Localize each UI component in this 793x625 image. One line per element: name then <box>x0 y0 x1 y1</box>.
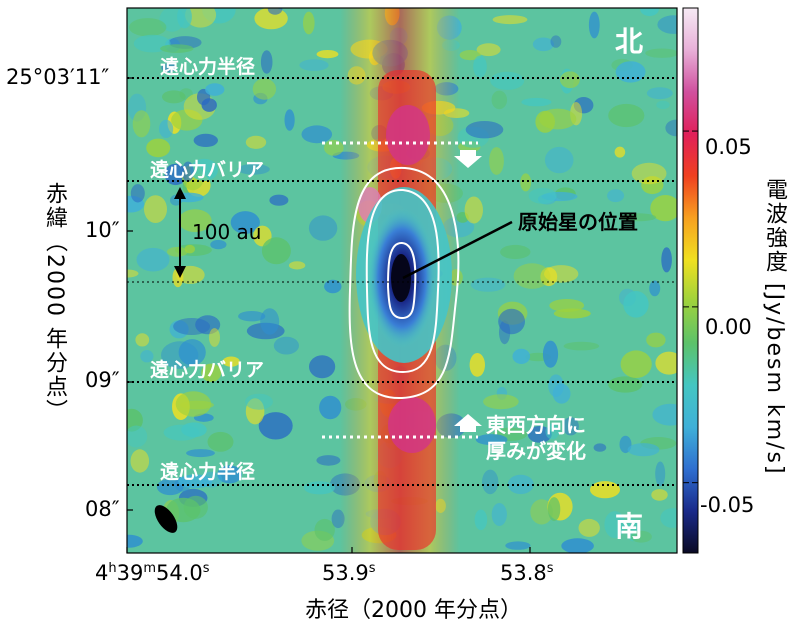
thickness-markers <box>322 141 478 439</box>
centrifugal-radius-label-top: 遠心力半径 <box>160 56 256 78</box>
centrifugal-radius-label-bottom: 遠心力半径 <box>160 461 256 483</box>
beam-ellipse <box>154 505 178 533</box>
thickness-change-line2: 厚みが変化 <box>486 439 586 463</box>
y-tick-label: 09″ <box>85 368 120 392</box>
up-arrow-icon <box>454 414 482 432</box>
y-tick-label: 25°03′11″ <box>6 65 110 89</box>
thickness-change-line1: 東西方向に <box>486 413 586 437</box>
y-tick-marks <box>127 77 133 511</box>
scale-bar-label: 100 au <box>192 220 262 244</box>
colorbar-tick: 0.00 <box>705 315 752 339</box>
north-label: 北 <box>615 25 644 58</box>
colorbar-title: 電波強度 [Jy/besm km/s] <box>762 178 787 476</box>
colorbar-tick: 0.05 <box>705 135 752 159</box>
y-tick-label: 10″ <box>85 218 120 242</box>
x-tick-label-0: 4h39m54.0s <box>95 561 210 585</box>
plot-frame <box>126 7 678 554</box>
x-tick-label-2: 53.8s <box>500 561 554 585</box>
x-tick-label-1: 53.9s <box>322 561 376 585</box>
y-tick-label: 08″ <box>85 497 120 521</box>
down-arrow-icon <box>454 150 482 168</box>
x-tick-marks <box>126 547 531 553</box>
reference-lines <box>127 77 677 486</box>
colorbar <box>682 7 699 554</box>
protostar-pointer <box>402 220 513 280</box>
south-label: 南 <box>615 510 644 543</box>
x-axis-title: 赤径（2000 年分点） <box>305 598 522 623</box>
protostar-label: 原始星の位置 <box>518 210 638 234</box>
y-axis-title: 赤緯（2000 年分点） <box>42 182 67 423</box>
centrifugal-barrier-label-top: 遠心力バリア <box>150 159 265 181</box>
centrifugal-barrier-label-bottom: 遠心力バリア <box>150 359 265 381</box>
colorbar-tick: -0.05 <box>700 493 755 517</box>
thickness-change-label: 東西方向に 厚みが変化 <box>486 412 586 464</box>
